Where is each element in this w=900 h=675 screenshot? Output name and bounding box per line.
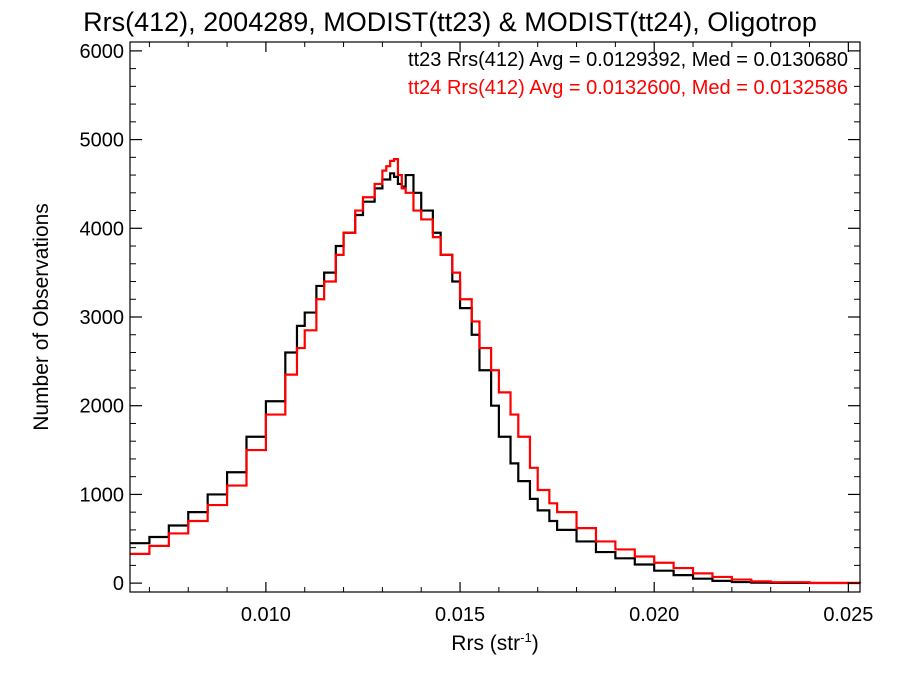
series-line-tt24 [130,158,862,584]
y-tick-label: 4000 [80,218,125,240]
y-tick-label: 3000 [80,307,125,329]
series-layer [130,158,862,585]
x-tick-label: 0.015 [435,604,485,626]
legend-entry-tt23: tt23 Rrs(412) Avg = 0.0129392, Med = 0.0… [408,49,848,71]
legend-entry-tt24: tt24 Rrs(412) Avg = 0.0132600, Med = 0.0… [408,77,848,99]
y-axis-label: Number of Observations [30,203,53,431]
chart-title: Rrs(412), 2004289, MODIST(tt23) & MODIST… [83,7,817,37]
y-tick-label: 6000 [80,41,125,63]
x-axis-label-main: Rrs (str [451,632,520,655]
x-axis-label-suffix: ) [532,632,539,655]
x-axis-label: Rrs (str-1) [451,630,538,655]
y-tick-label: 5000 [80,130,125,152]
x-tick-label: 0.025 [823,604,873,626]
x-tick-label: 0.010 [241,604,291,626]
y-tick-label: 0 [113,573,124,595]
x-axis-label-superscript: -1 [520,630,532,645]
x-tick-label: 0.020 [629,604,679,626]
y-axis-ticks: 0 1000 2000 3000 4000 5000 6000 [80,41,860,595]
y-tick-label: 2000 [80,396,125,418]
y-tick-label: 1000 [80,484,125,506]
x-axis-ticks: 0.010 0.015 0.020 0.025 [148,42,873,626]
